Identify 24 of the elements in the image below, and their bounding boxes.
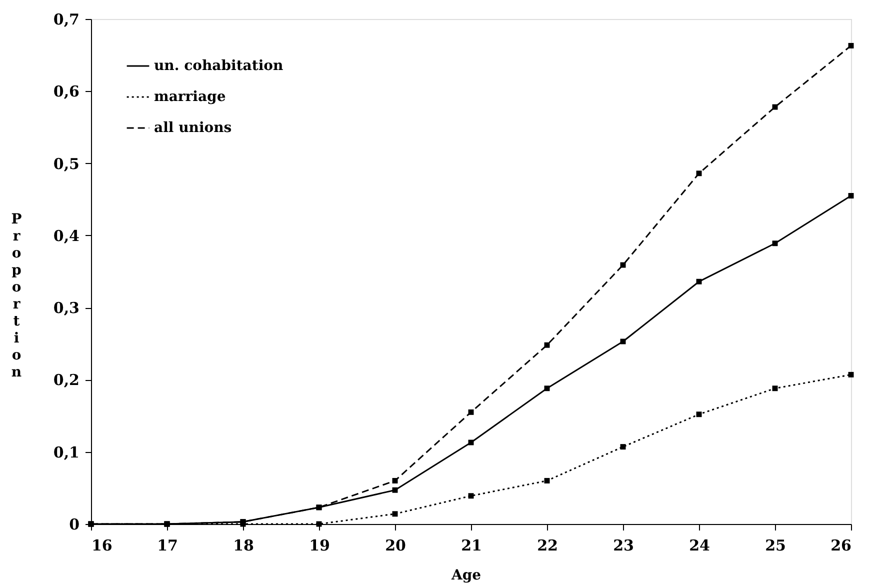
- x-tick-label: 23: [613, 536, 634, 554]
- legend-label: all unions: [154, 120, 232, 136]
- x-tick-label: 19: [309, 536, 330, 554]
- x-tick-label: 22: [537, 536, 558, 554]
- x-tick-label: 21: [461, 536, 482, 554]
- text: Proportion: [11, 212, 22, 380]
- y-tick-label: 0,3: [53, 299, 80, 318]
- y-tick-label: 0,5: [53, 154, 80, 173]
- y-tick-label: 0,7: [53, 10, 80, 28]
- legend-label: marriage: [154, 89, 226, 105]
- x-tick-label: 16: [92, 536, 112, 554]
- x-tick-label: 24: [689, 536, 710, 554]
- x-tick-label: 26: [830, 536, 852, 554]
- x-tick-label: 25: [765, 536, 786, 554]
- y-tick-label: 0,6: [53, 82, 80, 101]
- legend-label: un. cohabitation: [154, 58, 284, 74]
- y-tick-label: 0,2: [53, 371, 80, 390]
- x-tick-label: 18: [233, 536, 254, 554]
- x-tick-label: 20: [385, 536, 406, 554]
- x-tick-label: 17: [157, 536, 178, 554]
- y-tick-label: 0,1: [53, 443, 80, 462]
- y-tick-label: 0,4: [53, 226, 80, 245]
- x-axis-title: Age: [450, 568, 482, 584]
- y-tick-label: 0: [69, 516, 80, 534]
